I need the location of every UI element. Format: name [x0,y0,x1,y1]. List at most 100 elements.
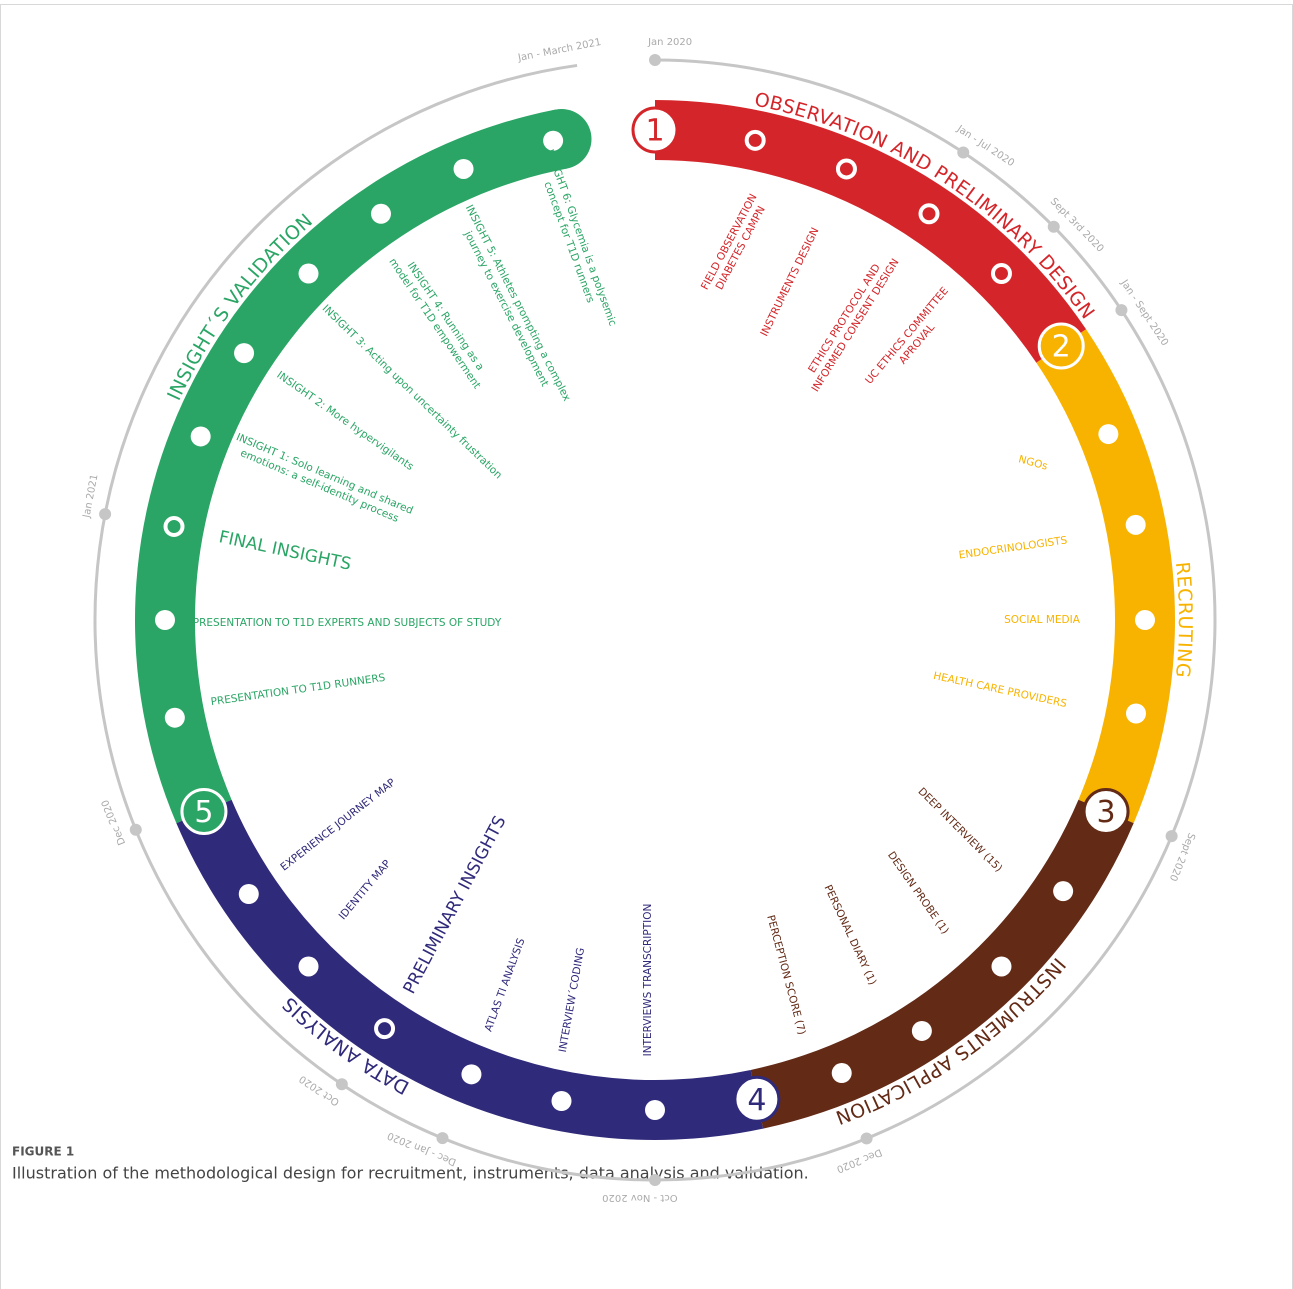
stop [453,158,474,179]
item-text: PRESENTATION TO T1D RUNNERS [210,672,386,708]
stop [155,610,175,630]
phase-arc [176,799,764,1140]
date-label: Oct 2020 [298,1073,342,1108]
timeline-dot [436,1132,449,1145]
stop [543,130,564,151]
phase-number: 1 [645,114,664,149]
item-text: INFORMED CONSENT DESIGN [809,257,901,394]
stop-hollow [744,129,766,151]
stop [164,707,185,728]
date-label: Jan - March 2021 [516,37,602,64]
timeline-dot [1047,220,1060,233]
item-text: DESIGN PROBE (1) [885,850,951,937]
date-label: Jan 2021 [81,473,100,519]
timeline-dot [129,823,142,836]
phase-title-text: RECRUTING [1171,561,1196,679]
item-text: model for T1D empowerment [386,256,482,391]
stop [370,203,391,224]
item-text: SOCIAL MEDIA [1004,614,1081,626]
phase-arc [135,109,568,824]
phase-marker [1037,322,1085,370]
phase-item: DEEP INTERVIEW (15) [915,785,1004,874]
phase-item: IDENTITY MAP [337,858,394,922]
stop-hollow [990,263,1012,285]
stop [551,1090,572,1111]
phase-heading: PRELIMINARY INSIGHTS [400,813,511,998]
item-text: EXPERIENCE JOURNEY MAP [278,777,397,874]
item-text: INSIGHT 4: Running as a [405,260,487,373]
date-label: Dec 2020 [835,1146,884,1174]
stop [238,884,259,905]
phase-title: RECRUTING [1171,561,1196,679]
item-text: INSTRUMENTS DESIGN [758,226,821,339]
stop [1125,514,1146,535]
item-text: PERCEPTION SCORE (7) [764,914,808,1036]
item-text: NGOs [1017,453,1049,472]
stop [1053,881,1074,902]
stop [991,956,1012,977]
stop [298,263,319,284]
timeline-dot [860,1132,873,1145]
date-label: Jan - Jul 2020 [954,123,1016,169]
phase-item: DESIGN PROBE (1) [885,850,951,937]
phase-item: NGOs [1017,453,1049,472]
item-text: ENDOCRINOLOGISTS [958,534,1068,561]
phase-item: HEALTH CARE PROVIDERS [932,670,1068,710]
phase-item: EXPERIENCE JOURNEY MAP [278,777,397,874]
stop [298,956,319,977]
phase-item: SOCIAL MEDIA [1004,614,1081,626]
item-text: HEALTH CARE PROVIDERS [932,670,1068,710]
phase-item: PRESENTATION TO T1D EXPERTS AND SUBJECTS… [193,617,502,629]
timeline-dot [649,1174,661,1186]
phase-item: INTERVIEWS TRANSCRIPTION [642,904,654,1057]
item-text: ATLAS TI ANALYSIS [483,936,528,1033]
timeline-dot [957,146,970,159]
stop [234,343,255,364]
phase-number: 3 [1097,795,1116,830]
item-text: DEEP INTERVIEW (15) [915,785,1004,874]
item-text: ETHICS PROTOCOL AND [806,262,883,375]
phase-marker [180,787,228,835]
phase-arc [1036,329,1175,824]
item-text: INTERVIEW´CODING [557,947,587,1054]
timeline-dot [649,54,661,66]
item-text: INSIGHT 5: Athletes prompting a complex [463,203,573,403]
timeline-dot [335,1078,348,1091]
date-label: Oct - Nov 2020 [602,1192,677,1203]
phase-item: PERSONAL DIARY (1) [822,883,879,987]
phase-item: ENDOCRINOLOGISTS [958,534,1068,561]
phase-item: INSIGHT 3: Acting upon uncertainty frust… [320,303,505,482]
stop [645,1100,665,1120]
phase-item: INSTRUMENTS DESIGN [758,226,821,339]
stop [461,1064,482,1085]
phase-heading: FINAL INSIGHTS [217,527,353,575]
item-text: emotions: a self-identity process [238,447,400,525]
phase-item: PRESENTATION TO T1D RUNNERS [210,672,386,708]
item-text: INSIGHT 3: Acting upon uncertainty frust… [320,303,505,482]
stop-hollow [835,158,857,180]
stop [190,426,211,447]
stop [1135,610,1155,630]
item-text: INSIGHT 6: Glycemia is a polysemic [543,148,618,328]
phase-marker [1082,787,1130,835]
timeline-dot [1115,304,1128,317]
stop-hollow [163,516,185,538]
stop [831,1063,852,1084]
item-text: PERSONAL DIARY (1) [822,883,879,987]
phase-item: INSIGHT 6: Glycemia is a polysemicconcep… [541,148,618,328]
phase-arc [655,100,1087,363]
item-text: INTERVIEWS TRANSCRIPTION [642,904,654,1057]
stop-hollow [374,1018,396,1040]
phase-arc [750,799,1134,1129]
item-text: IDENTITY MAP [337,858,394,922]
timeline [93,58,1217,1182]
phase-marker [631,106,679,154]
phase-item: ATLAS TI ANALYSIS [483,936,528,1033]
phase-number: 2 [1052,329,1071,364]
phase-number: 4 [747,1083,766,1118]
